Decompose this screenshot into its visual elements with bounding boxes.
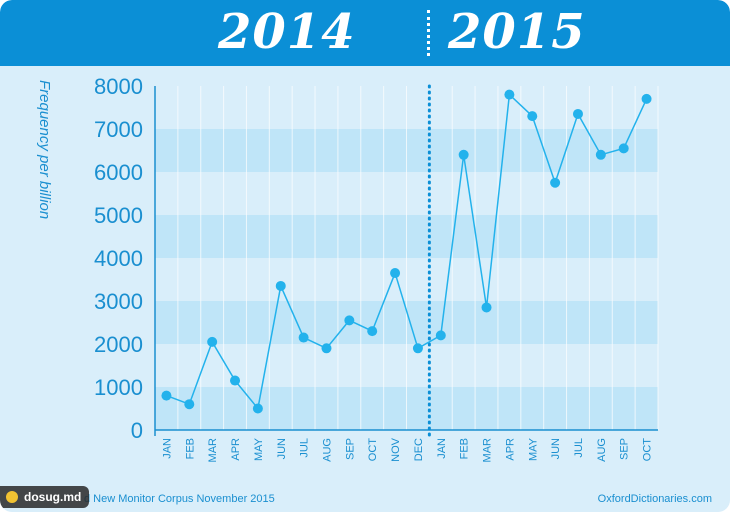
x-tick-label: AUG (596, 438, 608, 462)
data-point (435, 330, 446, 341)
y-tick-labels: 0 1000 2000 3000 4000 5000 6000 7000 8000 (94, 74, 143, 443)
data-point (161, 390, 172, 401)
year-2015-label: 2015 (448, 4, 586, 60)
y-tick-label: 7000 (94, 117, 143, 142)
year-2014-label: 2014 (218, 4, 356, 60)
data-point (390, 268, 401, 279)
y-tick-label: 0 (131, 418, 143, 443)
y-tick-label: 2000 (94, 332, 143, 357)
x-tick-label: MAR (207, 438, 219, 463)
data-point (595, 149, 606, 160)
x-tick-label: JAN (436, 438, 448, 459)
data-point (527, 111, 538, 122)
x-tick-label: FEB (459, 438, 471, 459)
data-point (618, 143, 629, 154)
x-tick-label: APR (230, 438, 242, 461)
x-tick-label: JAN (161, 438, 173, 459)
data-point (298, 332, 309, 343)
x-tick-label: JUL (299, 438, 311, 458)
data-point (481, 302, 492, 313)
data-point (412, 343, 423, 354)
data-point (321, 343, 332, 354)
data-point (504, 89, 515, 100)
data-point (184, 399, 195, 410)
watermark-label: dosug.md (24, 490, 82, 504)
x-tick-label: MAY (253, 437, 265, 461)
x-tick-label: MAY (527, 437, 539, 461)
data-point (458, 149, 469, 160)
y-tick-label: 3000 (94, 289, 143, 314)
series-line (166, 93, 648, 411)
data-series (161, 89, 652, 414)
year-header: 2014 2015 (0, 0, 730, 66)
y-tick-label: 4000 (94, 246, 143, 271)
x-tick-label: FEB (184, 438, 196, 459)
x-tick-label: JUN (276, 438, 288, 459)
data-point (230, 375, 241, 386)
x-tick-label: OCT (367, 438, 379, 462)
x-tick-label: SEP (344, 438, 356, 460)
x-tick-label: NOV (390, 437, 402, 462)
line-chart: 0 1000 2000 3000 4000 5000 6000 7000 8000 JAN FEB… (36, 74, 659, 462)
data-point (550, 177, 561, 188)
data-point (367, 326, 378, 337)
watermark-logo-icon (6, 491, 18, 503)
x-tick-label: APR (504, 438, 516, 461)
x-tick-label: MAR (482, 438, 494, 463)
source-note: d New Monitor Corpus November 2015 (84, 493, 275, 505)
x-tick-label: JUL (573, 438, 585, 458)
x-tick-label: DEC (413, 438, 425, 461)
data-point (275, 280, 286, 291)
y-tick-label: 1000 (94, 375, 143, 400)
data-point (641, 93, 652, 104)
data-point (252, 403, 263, 414)
site-credit[interactable]: OxfordDictionaries.com (597, 493, 712, 505)
watermark-badge: dosug.md (0, 486, 90, 508)
y-tick-label: 6000 (94, 160, 143, 185)
data-point (207, 336, 218, 347)
data-point (344, 315, 355, 326)
x-tick-label: OCT (642, 438, 654, 462)
x-tick-label: JUN (550, 438, 562, 459)
y-tick-label: 5000 (94, 203, 143, 228)
data-point (572, 108, 583, 119)
x-tick-labels: JAN FEB MAR APR MAY JUN JUL AUG SEP OCT NOV DEC JAN F… (161, 437, 653, 462)
chart-axes (154, 86, 658, 436)
x-tick-label: AUG (321, 438, 333, 462)
x-tick-label: SEP (619, 438, 631, 460)
y-tick-label: 8000 (94, 74, 143, 99)
header-divider (427, 10, 430, 56)
y-axis-label: Frequency per billion (36, 80, 53, 219)
